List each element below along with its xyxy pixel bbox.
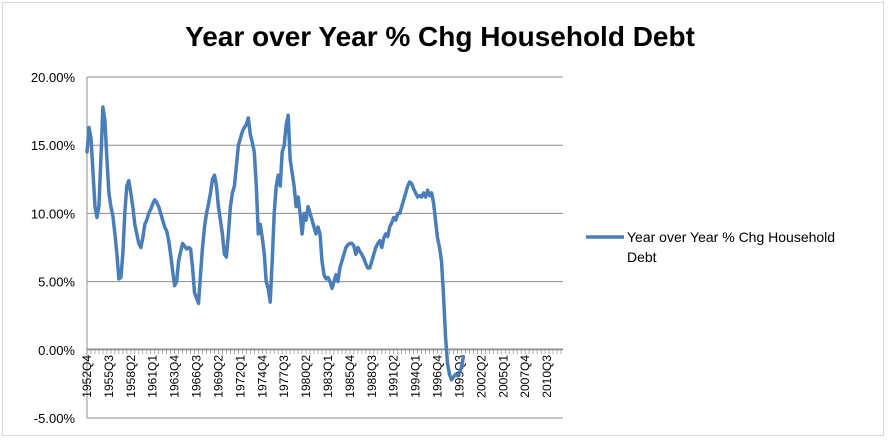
x-tick-label-11: 1983Q1 [321,355,335,398]
x-tick-label-19: 2005Q1 [496,355,510,398]
y-tick-label-0: 20.00% [31,70,76,85]
x-tick-label-15: 1994Q1 [409,355,423,398]
x-tick-label-20: 2007Q4 [518,355,532,398]
y-tick-label-4: 0.00% [38,343,75,358]
legend-label-line1: Year over Year % Chg Household [627,229,835,245]
x-tick-label-8: 1974Q4 [255,355,269,398]
x-tick-label-2: 1958Q2 [124,355,138,398]
x-tick-label-13: 1988Q3 [365,355,379,398]
x-tick-label-3: 1961Q1 [146,355,160,398]
y-axis: 20.00% 15.00% 10.00% 5.00% 0.00% -5.00% [31,70,76,426]
chart-title: Year over Year % Chg Household Debt [185,21,695,52]
x-tick-label-5: 1966Q3 [190,355,204,398]
x-tick-label-1: 1955Q3 [102,355,116,398]
x-tick-label-0: 1952Q4 [80,355,94,398]
x-tick-label-12: 1985Q4 [343,355,357,398]
legend-label-line2: Debt [627,249,657,265]
x-tick-label-9: 1977Q3 [277,355,291,398]
x-tick-label-7: 1972Q1 [233,355,247,398]
y-tick-label-3: 5.00% [38,275,75,290]
y-tick-label-5: -5.00% [34,411,76,426]
chart-frame [2,2,884,436]
y-tick-label-1: 15.00% [31,138,76,153]
series-layer [85,105,466,382]
x-tick-label-14: 1991Q2 [387,355,401,398]
series-line-0 [85,105,466,382]
legend: Year over Year % Chg Household Debt [586,229,835,265]
x-tick-label-18: 2002Q2 [474,355,488,398]
x-tick-label-4: 1963Q4 [168,355,182,398]
x-tick-label-16: 1996Q4 [431,355,445,398]
x-tick-label-21: 2010Q3 [540,355,554,398]
x-tick-label-6: 1969Q2 [211,355,225,398]
x-tick-label-10: 1980Q2 [299,355,313,398]
y-tick-label-2: 10.00% [31,206,76,221]
